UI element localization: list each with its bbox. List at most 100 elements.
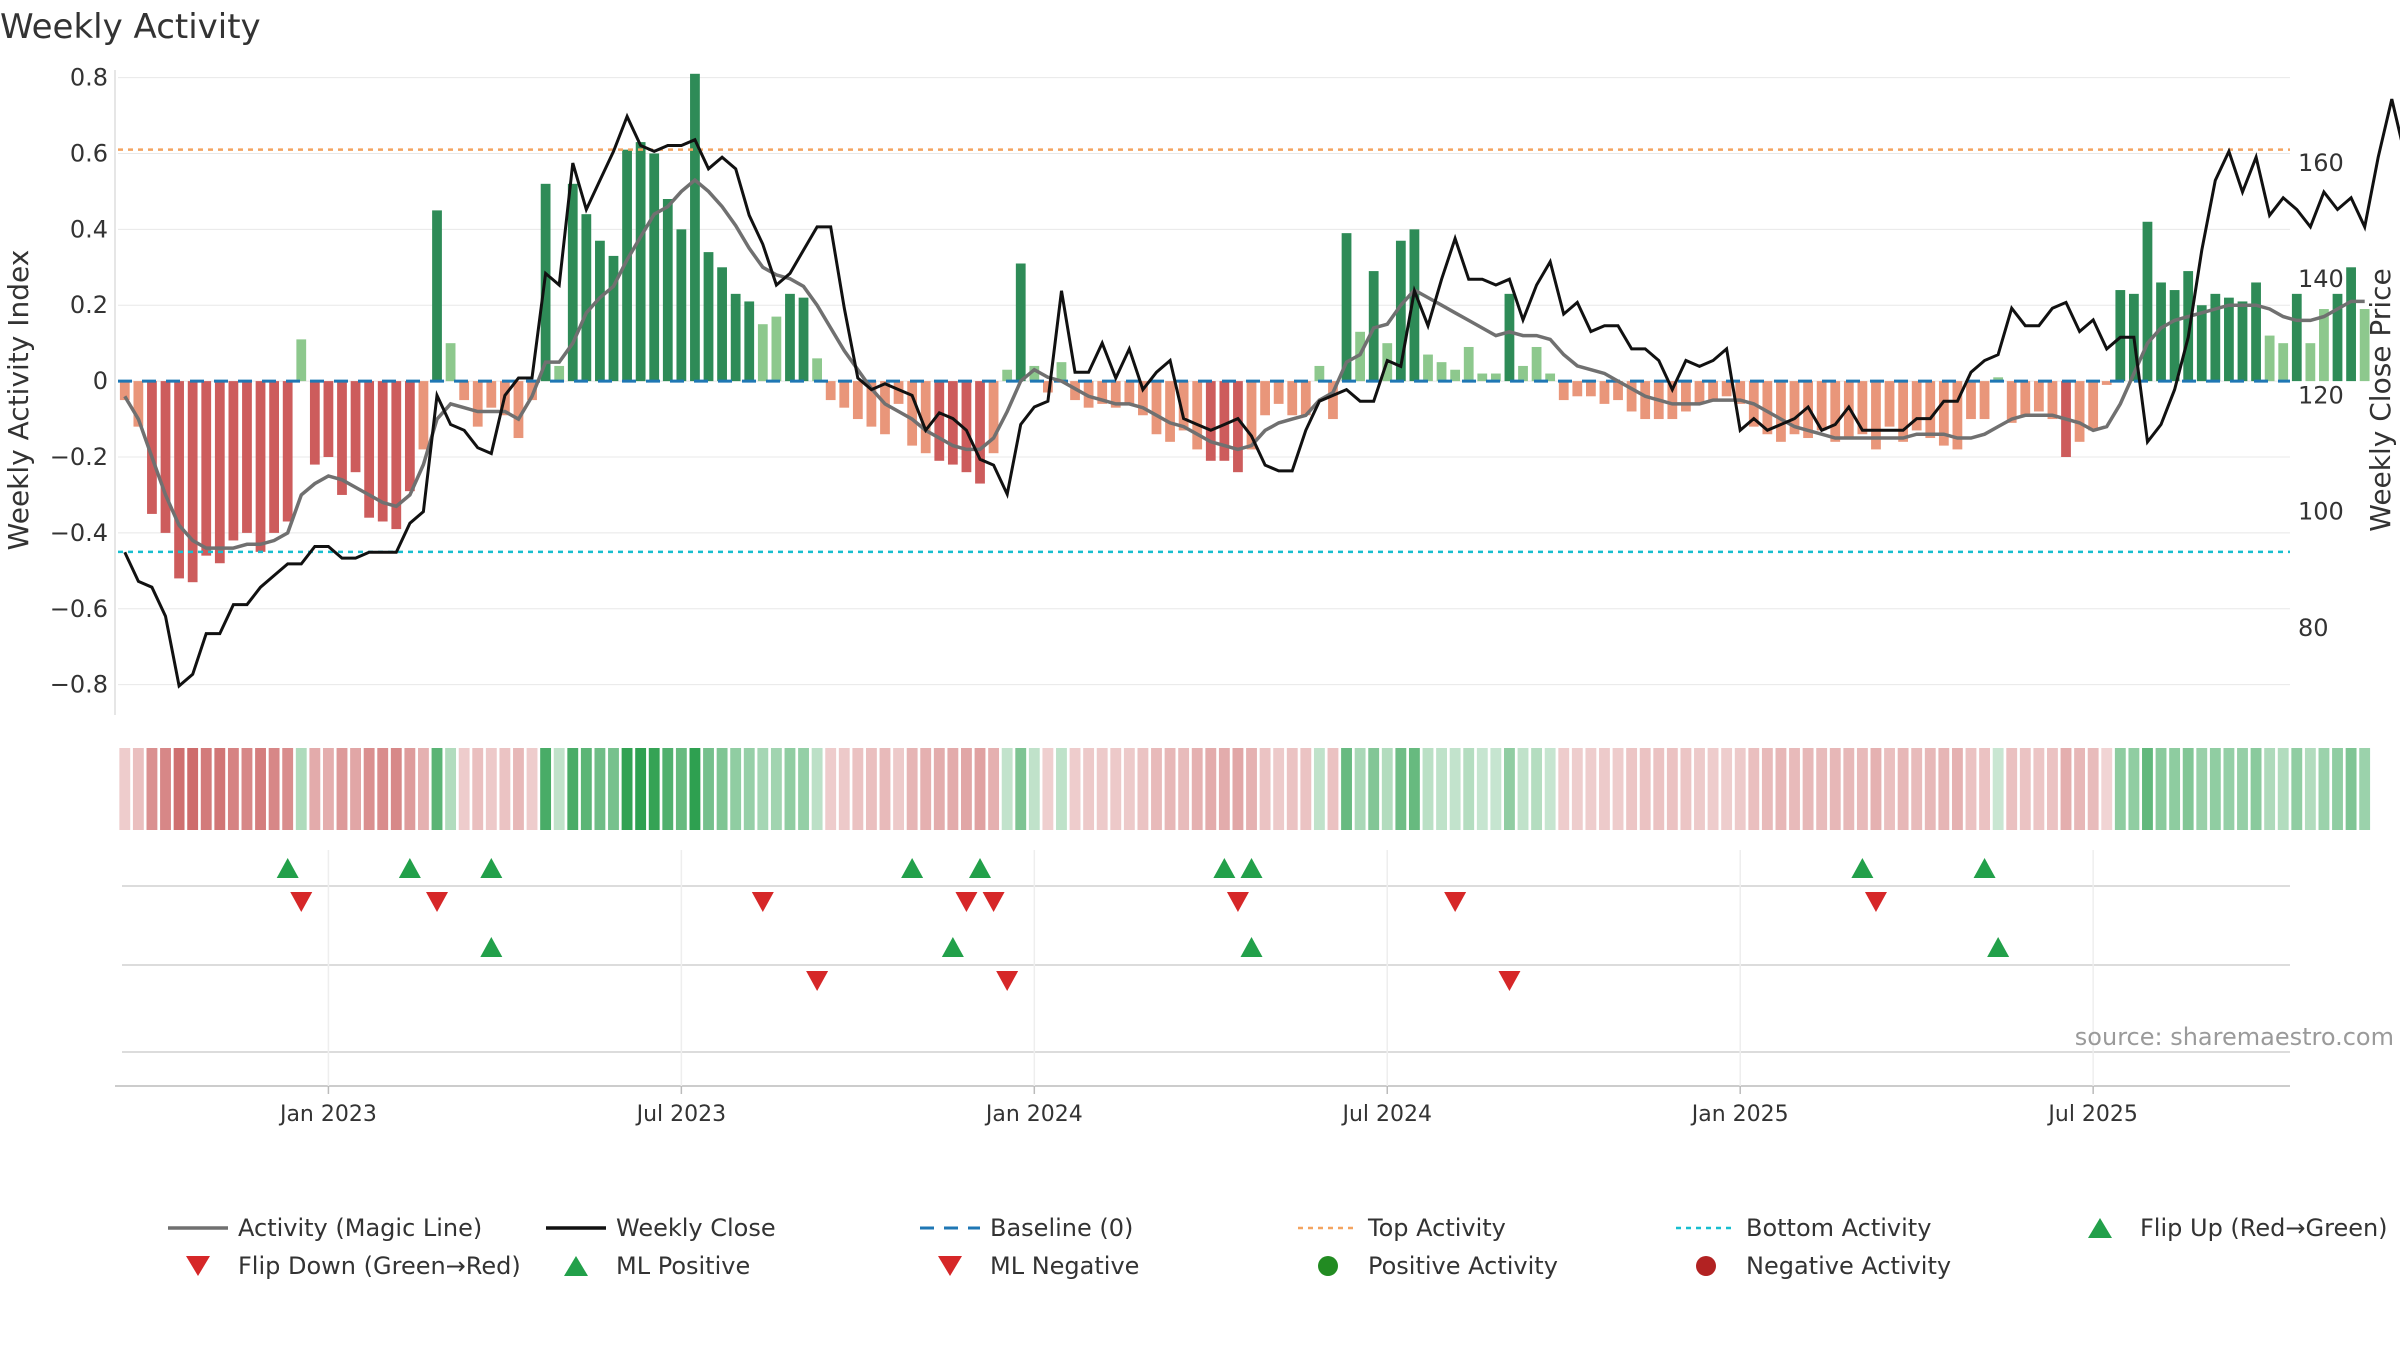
legend-label-activity-magic-line: Activity (Magic Line) [238, 1214, 482, 1242]
heat-strip-cell [485, 748, 497, 830]
x-tick-label: Jan 2024 [984, 1102, 1083, 1127]
heat-strip-cell [2169, 748, 2181, 830]
heat-strip-cell [1422, 748, 1434, 830]
activity-bar [2006, 381, 2017, 423]
heat-strip-cell [1191, 748, 1203, 830]
heat-strip-cell [716, 748, 728, 830]
heat-strip-cell [1802, 748, 1814, 830]
activity-bar [2237, 301, 2248, 382]
activity-bar [187, 381, 198, 583]
heat-strip-cell [1069, 748, 1081, 830]
legend-swatch-negative-activity [1696, 1256, 1716, 1276]
heat-strip-cell [784, 748, 796, 830]
heat-strip-cell [1911, 748, 1923, 830]
activity-bar [1776, 381, 1786, 442]
heat-strip-cell [920, 748, 932, 830]
heat-strip-cell [770, 748, 782, 830]
heat-strip-cell [1205, 748, 1217, 830]
activity-bar [1260, 381, 1270, 416]
activity-bar [907, 381, 918, 446]
heat-strip-cell [1531, 748, 1543, 830]
activity-bar [2047, 381, 2058, 420]
legend-label-flip-down-green-red: Flip Down (Green→Red) [238, 1252, 521, 1280]
heat-strip-cell [1517, 748, 1529, 830]
legend: Activity (Magic Line) Weekly Close Baselin… [168, 1214, 2388, 1280]
activity-bar [1721, 381, 1732, 397]
activity-bar [608, 255, 619, 382]
heat-strip-cell [2304, 748, 2316, 830]
y-left-tick-label: 0.6 [70, 139, 108, 167]
heat-strip-cell [879, 748, 891, 830]
heat-strip-cell [933, 748, 945, 830]
y-right-tick-label: 160 [2298, 149, 2344, 177]
heat-strip-cell [540, 748, 552, 830]
x-tick-label: Jul 2023 [635, 1102, 727, 1127]
heat-strip-cell [295, 748, 307, 830]
heat-strip-cell [2209, 748, 2221, 830]
heat-strip-cell [1463, 748, 1475, 830]
activity-bar [785, 293, 795, 382]
heat-strip-cell [2074, 748, 2086, 830]
heat-strip-cell [947, 748, 959, 830]
activity-bar [1898, 381, 1908, 442]
heat-strip-cell [350, 748, 361, 830]
ml-positive-marker [1987, 937, 2010, 957]
heat-strip-cell [2332, 748, 2343, 830]
heat-strip-cell [1544, 748, 1556, 830]
heat-strip-cell [1884, 748, 1895, 830]
activity-bar [1205, 381, 1216, 461]
heat-strip-cell [1246, 748, 1257, 830]
activity-bar [1192, 381, 1203, 450]
heat-strip-cell [893, 748, 904, 830]
heat-strip-cell [730, 748, 742, 830]
heat-strip [119, 748, 2371, 830]
activity-bar [2101, 381, 2112, 385]
heat-strip-cell [2250, 748, 2262, 830]
heat-strip-cell [160, 748, 171, 830]
activity-bar [812, 358, 822, 382]
legend-swatch-ml-negative [938, 1256, 962, 1276]
activity-bar [825, 381, 836, 401]
activity-bar [1572, 381, 1583, 397]
heat-strip-cell [2114, 748, 2126, 830]
activity-bar [622, 149, 632, 382]
heat-strip-cell [1829, 748, 1841, 830]
activity-bar [1029, 365, 1040, 382]
heat-strip-cell [2264, 748, 2276, 830]
heat-strip-cell [1137, 748, 1149, 830]
activity-bar [1490, 373, 1501, 382]
heat-strip-cell [1938, 748, 1950, 830]
y-left-tick-label: 0 [93, 367, 108, 395]
activity-bar [1233, 381, 1243, 473]
activity-bar [1178, 381, 1189, 431]
activity-bar [1586, 381, 1596, 397]
heat-strip-cell [1300, 748, 1312, 830]
heat-strip-cell [2277, 748, 2289, 830]
heat-strip-cell [1748, 748, 1760, 830]
heat-strip-cell [2047, 748, 2058, 830]
activity-bar [282, 381, 293, 522]
activity-bar [323, 381, 334, 457]
heat-strip-cell [1816, 748, 1828, 830]
heat-strip-cell [2142, 748, 2153, 830]
heat-strip-cell [214, 748, 226, 830]
heat-strip-cell [119, 748, 131, 830]
activity-bar [1246, 381, 1257, 450]
heat-strip-cell [961, 748, 972, 830]
activity-bar [1952, 381, 1963, 450]
flip-up-marker [480, 858, 503, 878]
heat-strip-cell [1680, 748, 1692, 830]
heat-strip-cell [1626, 748, 1638, 830]
heat-strip-cell [553, 748, 565, 830]
heat-strip-cell [1951, 748, 1963, 830]
flip-down-marker [426, 892, 449, 912]
y-axis-right-label: Weekly Close Price [2364, 268, 2397, 531]
heat-strip-cell [1042, 748, 1054, 830]
y-left-tick-label: −0.6 [50, 595, 108, 623]
heat-strip-cell [621, 748, 633, 830]
activity-bar [1287, 381, 1298, 416]
heat-strip-cell [268, 748, 280, 830]
activity-bar [1165, 381, 1175, 442]
activity-bar [527, 381, 537, 401]
